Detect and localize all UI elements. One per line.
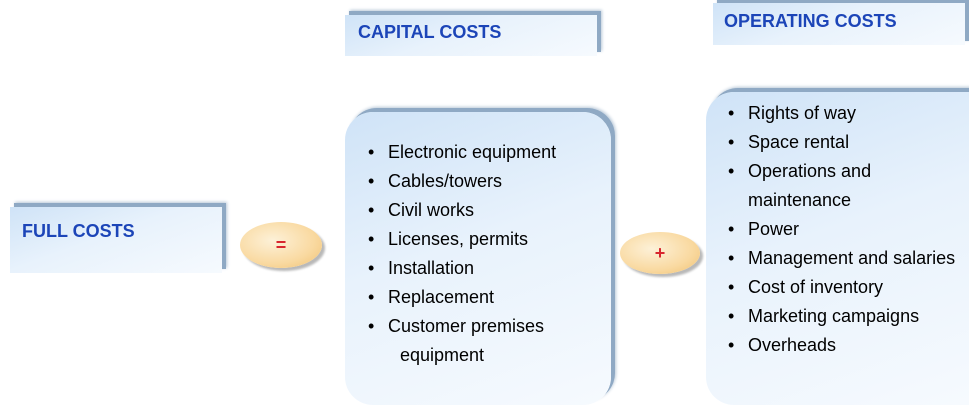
list-item: Customer premises equipment [368, 312, 598, 370]
list-item: Electronic equipment [368, 138, 598, 167]
equals-operator: = [240, 222, 322, 268]
item-text: Cables/towers [388, 171, 503, 191]
list-item: Space rental [728, 128, 969, 157]
item-text: Electronic equipment [388, 142, 557, 162]
list-item: Civil works [368, 196, 598, 225]
operating-list: Rights of way Space rental Operations and … [728, 99, 969, 360]
item-text: Licenses, permits [388, 229, 529, 249]
capital-header [345, 15, 597, 56]
full-costs-label: FULL COSTS [22, 221, 135, 241]
item-text: Replacement [388, 287, 495, 307]
item-text: Cost of inventory [748, 277, 884, 297]
list-item: Replacement [368, 283, 598, 312]
list-item: Power [728, 215, 969, 244]
full-costs-box [10, 207, 222, 273]
capital-title: CAPITAL COSTS [358, 22, 502, 42]
plus-operator: + [620, 232, 700, 274]
list-item: Installation [368, 254, 598, 283]
operating-title: OPERATING COSTS [724, 11, 897, 31]
item-text: Space rental [748, 132, 850, 152]
list-item: Cables/towers [368, 167, 598, 196]
item-text: Installation [388, 258, 475, 278]
item-text: Rights of way [748, 103, 857, 123]
list-item: Marketing campaigns [728, 302, 969, 331]
item-text: Power [748, 219, 800, 239]
list-item: Overheads [728, 331, 969, 360]
item-text: Management and salaries [748, 248, 956, 268]
item-text: Overheads [748, 335, 837, 355]
list-item: Operations and maintenance [728, 157, 969, 215]
capital-list: Electronic equipment Cables/towers Civil w… [368, 138, 598, 370]
list-item: Licenses, permits [368, 225, 598, 254]
item-text: Civil works [388, 200, 475, 220]
item-text: Marketing campaigns [748, 306, 920, 326]
list-item: Rights of way [728, 99, 969, 128]
item-text: Operations and maintenance [748, 161, 872, 210]
list-item: Management and salaries [728, 244, 969, 273]
operating-header [713, 3, 965, 45]
list-item: Cost of inventory [728, 273, 969, 302]
item-text: Customer premises equipment [388, 316, 545, 365]
